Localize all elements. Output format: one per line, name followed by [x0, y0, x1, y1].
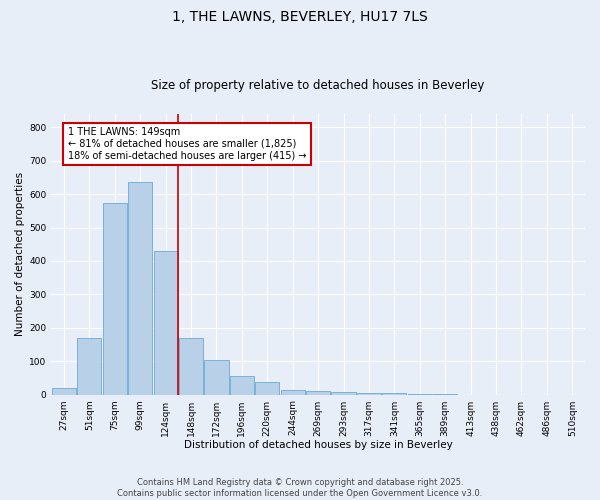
Title: Size of property relative to detached houses in Beverley: Size of property relative to detached ho…	[151, 79, 485, 92]
Text: Contains HM Land Registry data © Crown copyright and database right 2025.
Contai: Contains HM Land Registry data © Crown c…	[118, 478, 482, 498]
Bar	[103, 202, 127, 394]
Bar	[128, 182, 152, 394]
Y-axis label: Number of detached properties: Number of detached properties	[15, 172, 25, 336]
Bar	[52, 388, 76, 394]
Bar	[281, 390, 305, 394]
Bar	[331, 392, 356, 394]
Bar	[77, 338, 101, 394]
Bar	[205, 360, 229, 394]
X-axis label: Distribution of detached houses by size in Beverley: Distribution of detached houses by size …	[184, 440, 452, 450]
Bar	[357, 392, 381, 394]
Bar	[255, 382, 280, 394]
Text: 1 THE LAWNS: 149sqm
← 81% of detached houses are smaller (1,825)
18% of semi-det: 1 THE LAWNS: 149sqm ← 81% of detached ho…	[68, 128, 306, 160]
Bar	[154, 251, 178, 394]
Bar	[179, 338, 203, 394]
Text: 1, THE LAWNS, BEVERLEY, HU17 7LS: 1, THE LAWNS, BEVERLEY, HU17 7LS	[172, 10, 428, 24]
Bar	[230, 376, 254, 394]
Bar	[306, 390, 330, 394]
